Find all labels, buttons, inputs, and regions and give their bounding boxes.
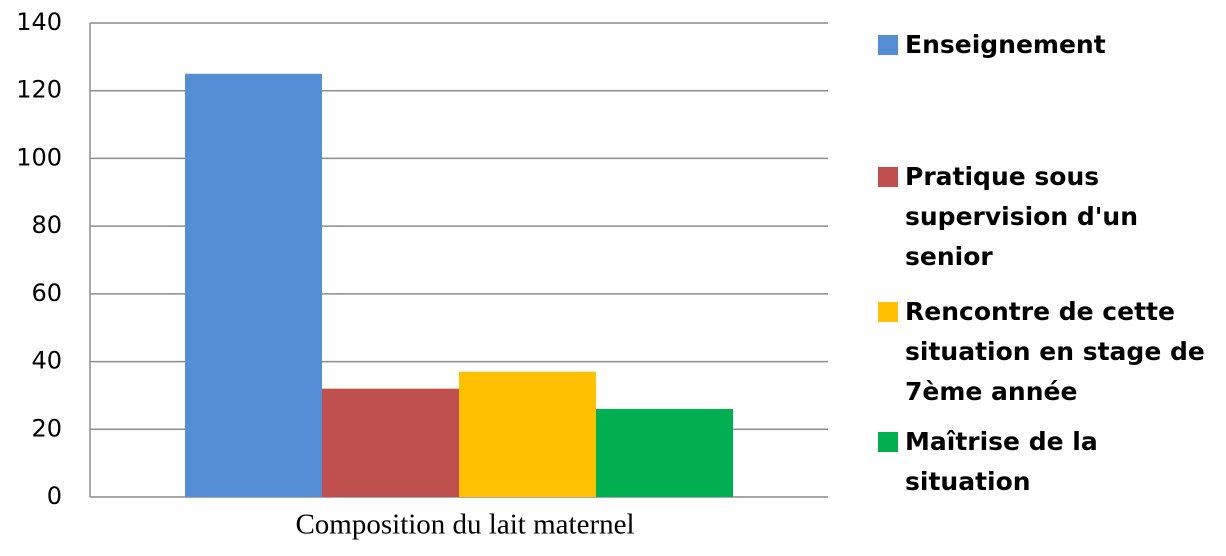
legend-swatch xyxy=(878,432,898,452)
y-tick-label: 80 xyxy=(31,211,62,239)
legend-swatch xyxy=(878,302,898,322)
legend-label: Pratique sous supervision d'un senior xyxy=(905,162,1138,271)
bar xyxy=(185,73,322,498)
y-tick-label: 100 xyxy=(16,143,62,171)
legend-label: Enseignement xyxy=(905,30,1106,59)
legend-label: Maîtrise de la situation xyxy=(905,427,1098,496)
y-tick-label: 40 xyxy=(31,347,62,375)
legend-swatch xyxy=(878,167,898,187)
y-tick-label: 140 xyxy=(16,8,62,36)
bar xyxy=(322,388,459,497)
y-tick-label: 60 xyxy=(31,279,62,307)
legend-swatch xyxy=(878,35,898,55)
bar xyxy=(459,371,596,497)
y-tick-label: 20 xyxy=(31,414,62,442)
legend-label: Rencontre de cette situation en stage de… xyxy=(905,297,1205,406)
y-tick-label: 120 xyxy=(16,76,62,104)
x-tick-label: Composition du lait maternel xyxy=(295,509,634,541)
bar xyxy=(596,408,733,497)
y-tick-label: 0 xyxy=(47,482,62,510)
